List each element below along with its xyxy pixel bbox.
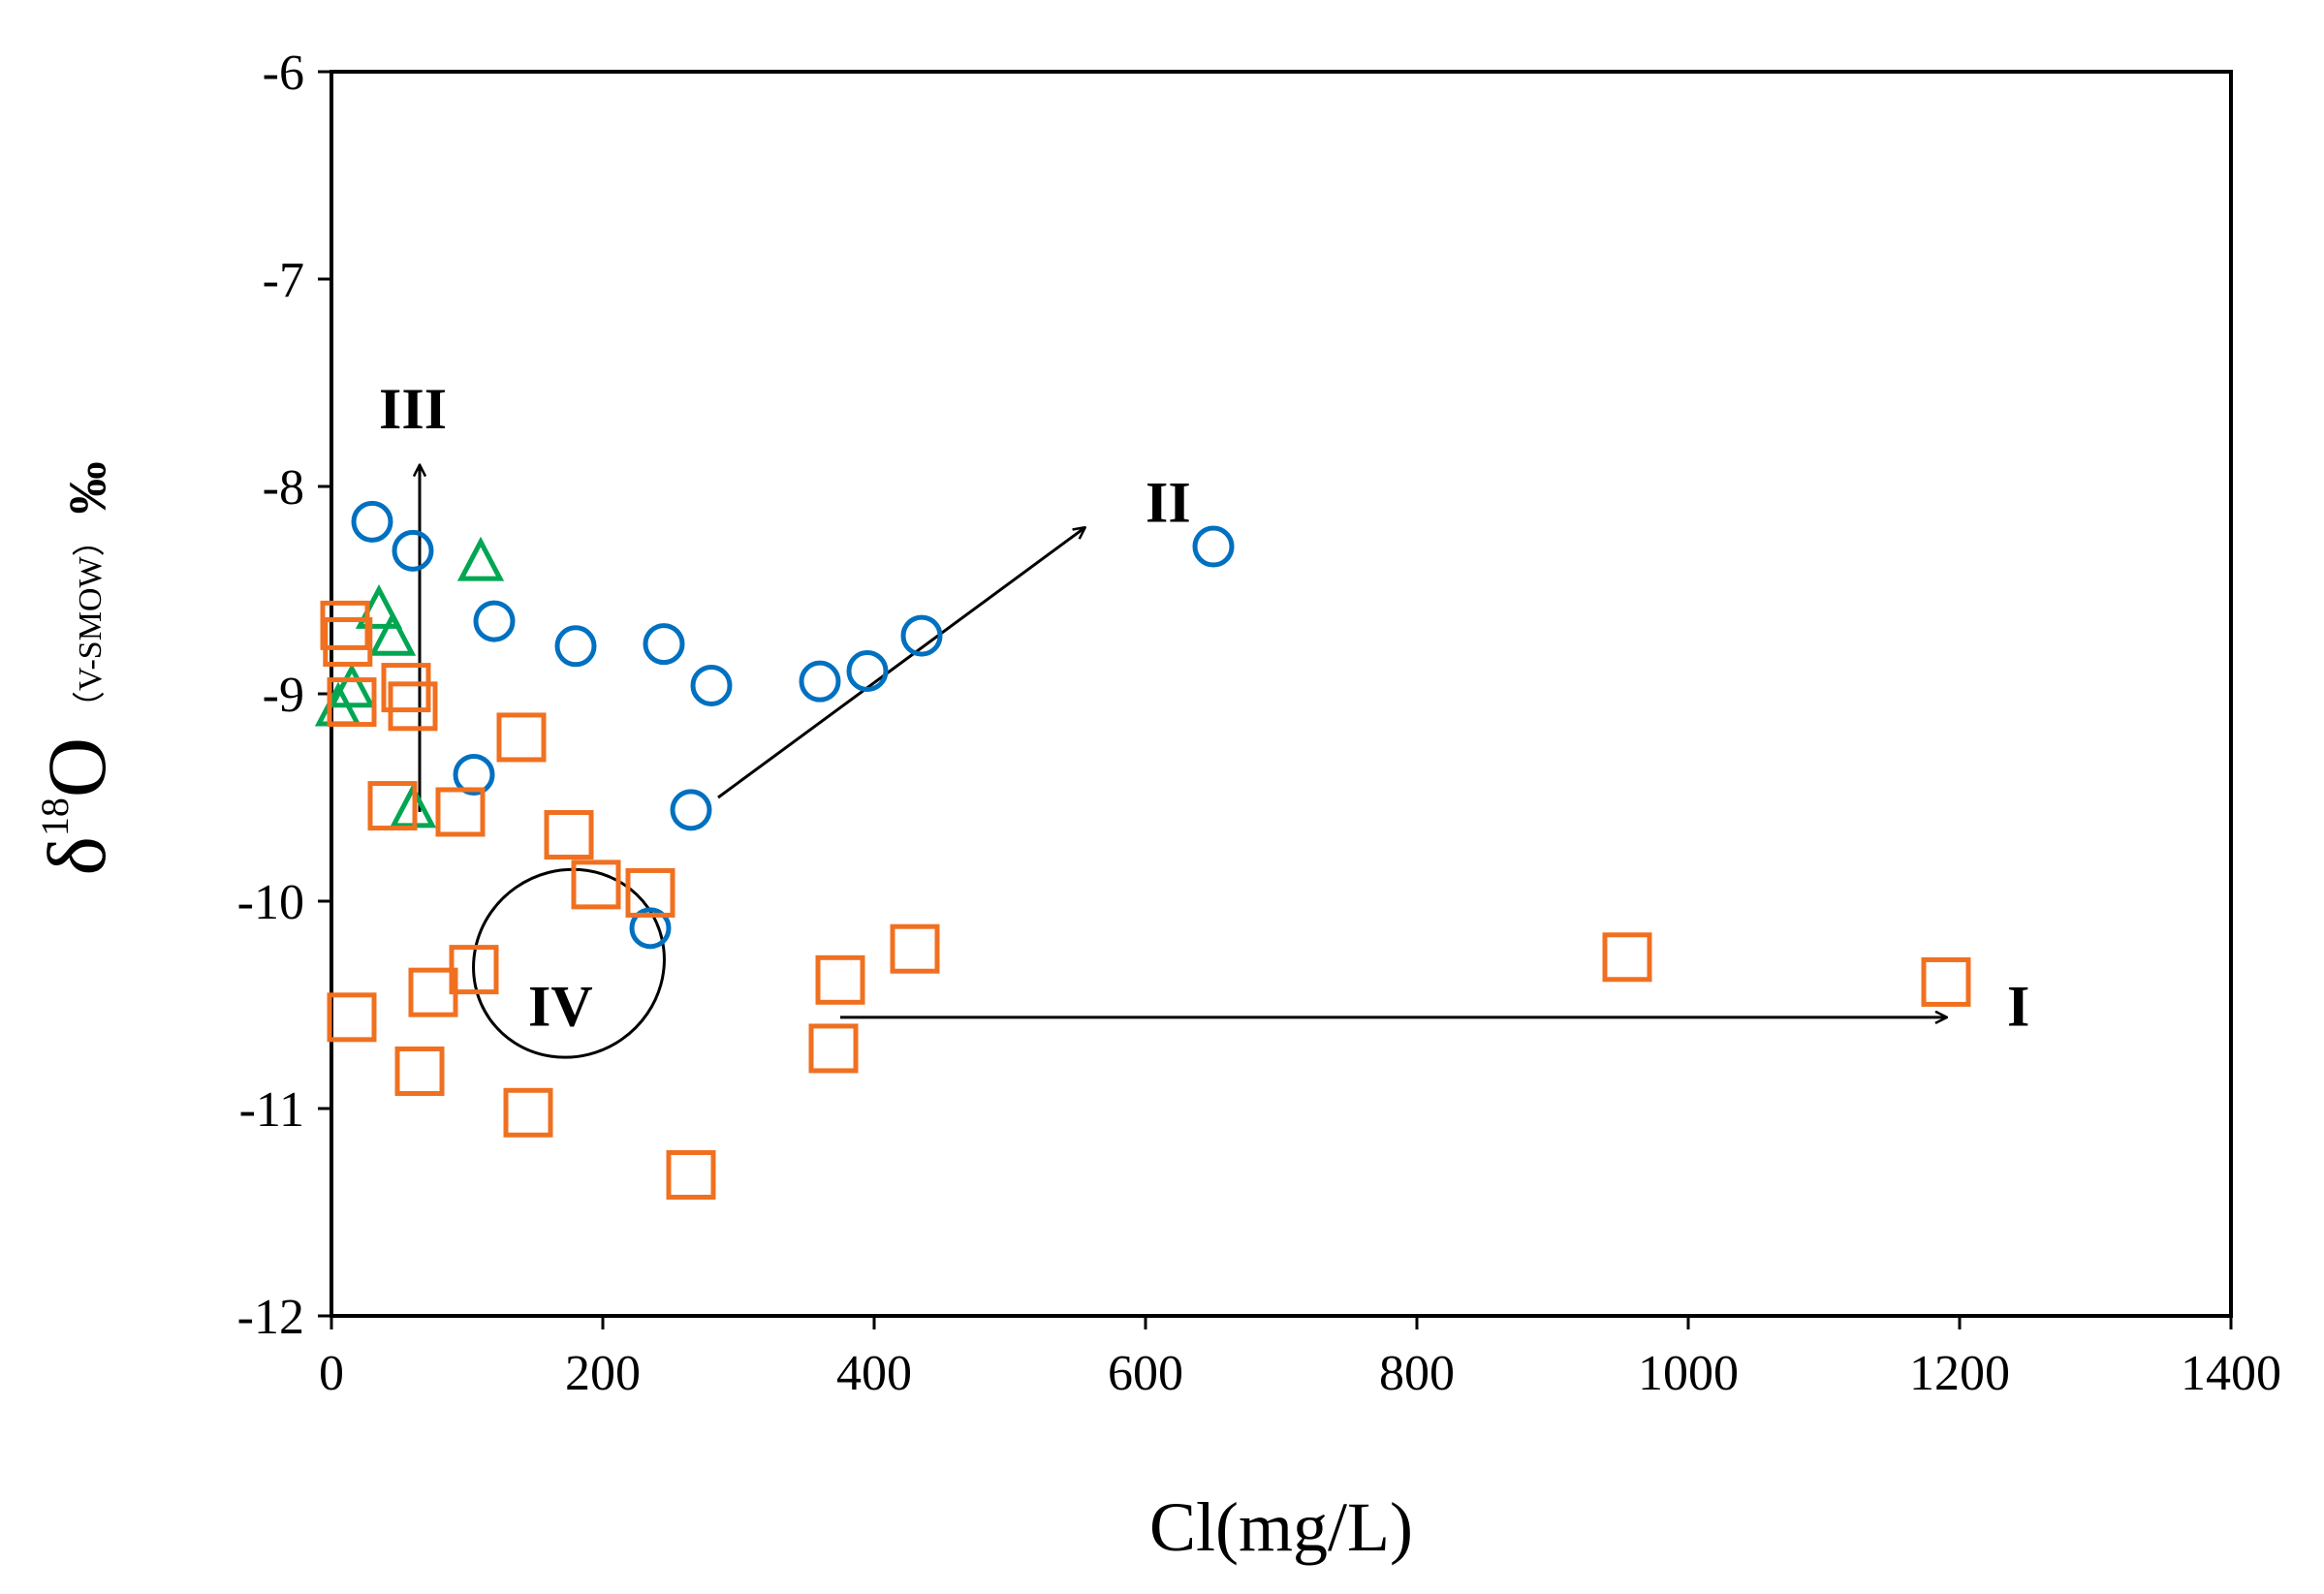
square-point — [808, 1023, 859, 1074]
y-axis-delta: δ — [30, 836, 123, 876]
y-tick-label: -11 — [239, 1082, 304, 1138]
square-point — [320, 600, 370, 650]
square-point — [625, 867, 675, 918]
x-tick-label: 1000 — [1638, 1346, 1739, 1401]
x-axis-title: Cl(mg/L) — [1149, 1488, 1413, 1566]
square-point — [367, 781, 418, 831]
square-point — [503, 1087, 553, 1138]
circle-point — [473, 600, 516, 642]
data-points — [314, 500, 1971, 1200]
x-tick-label: 200 — [565, 1346, 641, 1401]
annotation-label-III: III — [379, 377, 447, 441]
square-point — [1602, 932, 1652, 983]
y-tick-label: -12 — [237, 1290, 304, 1345]
square-point — [394, 1046, 445, 1096]
square-point — [323, 617, 373, 667]
y-tick-label: -7 — [263, 253, 304, 308]
square-point — [435, 787, 486, 837]
square-point — [327, 677, 377, 728]
square-point — [408, 967, 458, 1017]
circle-point — [1192, 525, 1235, 568]
square-point — [544, 810, 594, 860]
y-axis-standard: （V-SMOW） — [72, 523, 109, 724]
circle-point — [690, 664, 733, 706]
y-tick-label: -8 — [263, 460, 304, 516]
y-tick-label: -6 — [263, 46, 304, 101]
triangle-point — [456, 536, 505, 581]
annotation-label-I: I — [2007, 974, 2029, 1038]
y-axis-element: O — [30, 737, 123, 797]
square-point — [327, 992, 377, 1043]
x-tick-label: 1200 — [1909, 1346, 2010, 1401]
square-point — [496, 712, 547, 763]
y-axis-superscript: 18 — [33, 797, 77, 836]
circle-point — [392, 529, 434, 572]
annotation-arrow-II — [717, 528, 1084, 799]
x-axis-ticks: 0 200 400 600 800 1000 1200 1400 — [319, 1316, 2281, 1401]
annotation-label-II: II — [1146, 470, 1191, 534]
square-point — [388, 681, 438, 732]
plot-frame — [330, 70, 2233, 1318]
triangle-point — [368, 610, 417, 656]
circle-point — [900, 614, 943, 657]
square-point — [890, 923, 940, 974]
circle-point — [670, 789, 712, 831]
y-tick-label: -10 — [237, 875, 304, 930]
y-tick-label: -9 — [263, 668, 304, 723]
y-axis-unit: ‰ — [58, 461, 116, 514]
x-tick-label: 600 — [1108, 1346, 1183, 1401]
square-point — [381, 663, 431, 713]
circle-point — [643, 623, 685, 666]
circle-point — [799, 660, 841, 703]
y-axis-ticks: -6 -7 -8 -9 -10 -11 -12 — [237, 46, 331, 1345]
x-tick-label: 0 — [319, 1346, 344, 1401]
x-tick-label: 800 — [1379, 1346, 1455, 1401]
square-point — [666, 1149, 716, 1200]
square-point — [571, 860, 621, 910]
circle-point — [554, 625, 597, 668]
y-axis-title: δ18O （V-SMOW） ‰ — [30, 461, 123, 875]
circle-point — [453, 753, 495, 796]
square-point — [815, 954, 865, 1005]
x-tick-label: 400 — [836, 1346, 912, 1401]
circle-point — [846, 649, 889, 692]
circle-point — [351, 500, 393, 543]
square-point — [1921, 956, 1971, 1007]
svg-text:δ18O（V-SMOW）‰: δ18O （V-SMOW） ‰ — [30, 461, 123, 875]
x-tick-label: 1400 — [2181, 1346, 2281, 1401]
annotation-label-IV: IV — [528, 974, 593, 1038]
circle-point — [629, 907, 672, 950]
triangle-point — [328, 663, 376, 708]
